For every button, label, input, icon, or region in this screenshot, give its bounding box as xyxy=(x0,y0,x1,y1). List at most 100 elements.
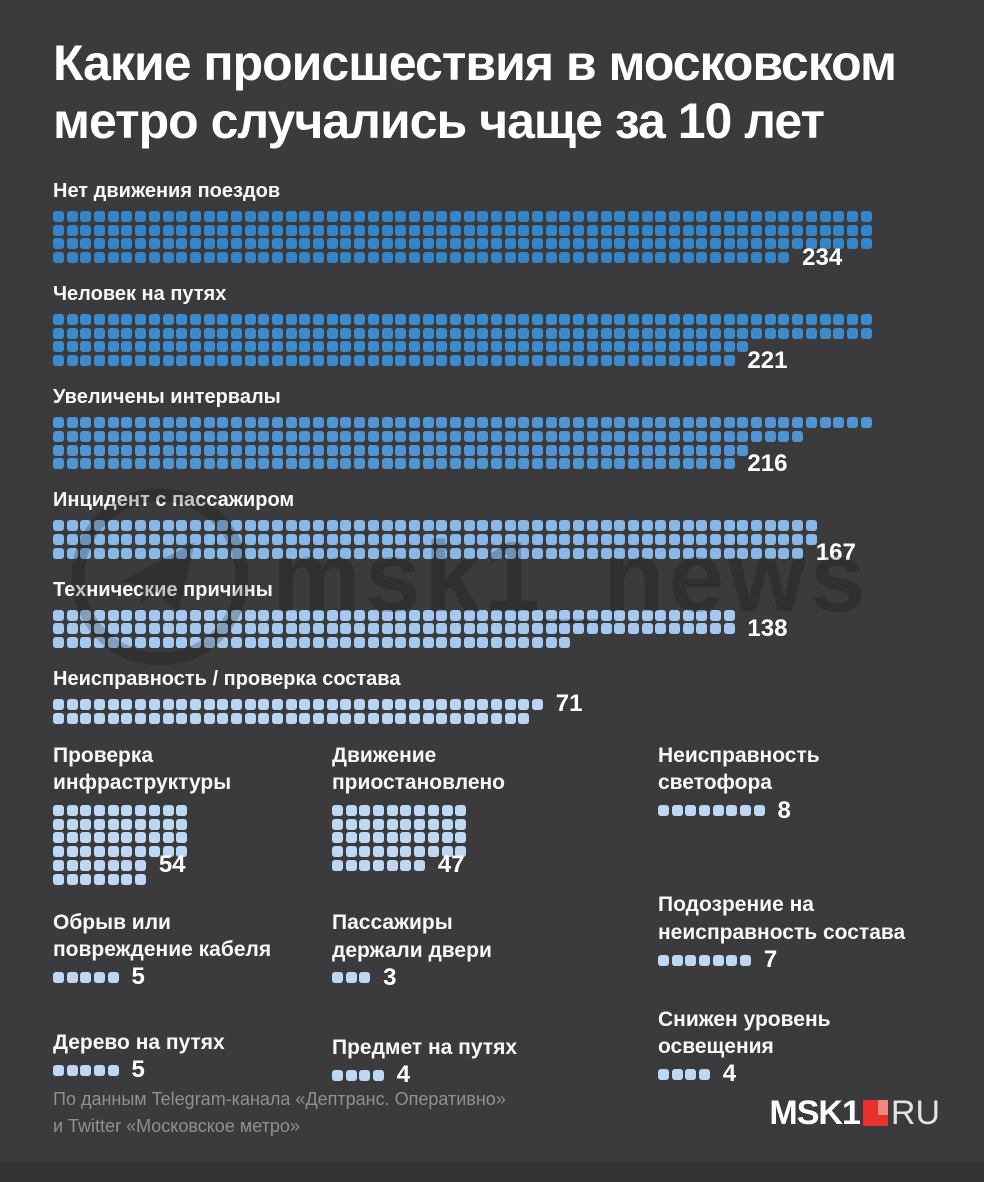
waffle-square xyxy=(299,698,311,710)
waffle-square xyxy=(230,444,242,456)
category-label-line: освещения xyxy=(658,1035,774,1059)
waffle-square xyxy=(614,252,626,264)
waffle-square xyxy=(176,712,188,724)
waffle-square xyxy=(518,238,530,250)
waffle-square xyxy=(381,314,393,326)
waffle-square xyxy=(299,355,311,367)
waffle-square xyxy=(176,805,188,817)
waffle-square xyxy=(671,954,683,966)
waffle-square xyxy=(53,805,64,817)
waffle-square xyxy=(422,623,434,635)
waffle-square xyxy=(559,533,571,545)
waffle-square xyxy=(80,712,92,724)
waffle-square xyxy=(573,314,585,326)
waffle-square xyxy=(176,355,188,367)
waffle-square xyxy=(162,314,174,326)
waffle-square xyxy=(299,547,311,559)
waffle-square xyxy=(408,623,420,635)
waffle-square xyxy=(326,224,338,236)
waffle-square xyxy=(559,623,571,635)
waffle-square xyxy=(367,698,379,710)
waffle-square xyxy=(135,224,147,236)
waffle-square xyxy=(258,224,270,236)
waffle-square xyxy=(449,712,461,724)
waffle-square xyxy=(80,805,92,817)
category-block: Проверка инфраструктуры 54 xyxy=(53,742,332,885)
waffle-square xyxy=(80,832,92,844)
waffle-square xyxy=(285,355,297,367)
waffle-square xyxy=(400,818,412,830)
waffle-square xyxy=(532,698,544,710)
msk1-logo: MSK1 RU xyxy=(769,1094,940,1133)
waffle-square xyxy=(381,355,393,367)
waffle-square xyxy=(285,314,297,326)
waffle-square xyxy=(614,547,626,559)
waffle-square xyxy=(586,533,598,545)
waffle-square xyxy=(491,547,502,559)
waffle-square xyxy=(395,636,407,648)
waffle-square xyxy=(189,636,201,648)
waffle-square xyxy=(682,444,694,456)
waffle-row xyxy=(53,846,332,858)
waffle-square xyxy=(658,805,669,817)
waffle-square xyxy=(176,417,188,429)
waffle-square xyxy=(189,444,201,456)
waffle-square xyxy=(449,533,461,545)
waffle-square xyxy=(655,444,667,456)
waffle-square xyxy=(148,805,160,817)
waffle-square xyxy=(299,520,311,532)
waffle-square xyxy=(354,636,366,648)
waffle-square xyxy=(272,623,283,635)
waffle-square xyxy=(230,355,242,367)
waffle-square xyxy=(203,417,215,429)
waffle-square xyxy=(203,520,215,532)
waffle-row xyxy=(53,832,332,844)
waffle-square xyxy=(381,623,393,635)
waffle-square xyxy=(354,520,366,532)
waffle-square xyxy=(600,623,612,635)
waffle-square xyxy=(710,224,721,236)
waffle-square xyxy=(778,327,790,339)
waffle-square xyxy=(696,224,708,236)
waffle-square xyxy=(53,636,64,648)
waffle-square xyxy=(737,341,749,353)
waffle-square xyxy=(436,211,448,222)
waffle-square xyxy=(641,444,653,456)
waffle-square xyxy=(395,547,407,559)
waffle-square xyxy=(491,444,502,456)
waffle-square xyxy=(805,533,817,545)
page-title: Какие происшествия в московском метро сл… xyxy=(53,34,940,150)
category-label-line: неисправность состава xyxy=(658,920,906,944)
waffle-square xyxy=(340,430,352,442)
waffle-square xyxy=(373,846,385,858)
waffle-square xyxy=(436,623,448,635)
waffle-square xyxy=(586,623,598,635)
waffle-square xyxy=(833,238,845,250)
waffle-square xyxy=(400,859,412,871)
waffle-square xyxy=(710,623,721,635)
waffle-square xyxy=(833,417,845,429)
waffle-square xyxy=(655,623,667,635)
waffle-square xyxy=(573,520,585,532)
waffle-square xyxy=(189,712,201,724)
category-label-line: Обрыв или xyxy=(53,910,171,934)
waffle-square xyxy=(586,444,598,456)
waffle-square xyxy=(258,458,270,470)
waffle-square xyxy=(408,341,420,353)
waffle-square xyxy=(710,444,721,456)
waffle-square xyxy=(723,444,735,456)
waffle-square xyxy=(504,444,516,456)
category-label: Неисправность / проверка состава xyxy=(53,666,940,692)
waffle-square xyxy=(449,252,461,264)
waffle-square xyxy=(586,327,598,339)
waffle-square xyxy=(135,832,147,844)
waffle-square xyxy=(162,520,174,532)
waffle-square xyxy=(710,430,721,442)
waffle-square xyxy=(345,859,357,871)
waffle-square xyxy=(408,547,420,559)
waffle-square xyxy=(285,458,297,470)
waffle-square xyxy=(53,818,64,830)
waffle-square xyxy=(94,971,106,983)
waffle-square xyxy=(135,873,147,885)
waffle-square xyxy=(685,805,697,817)
